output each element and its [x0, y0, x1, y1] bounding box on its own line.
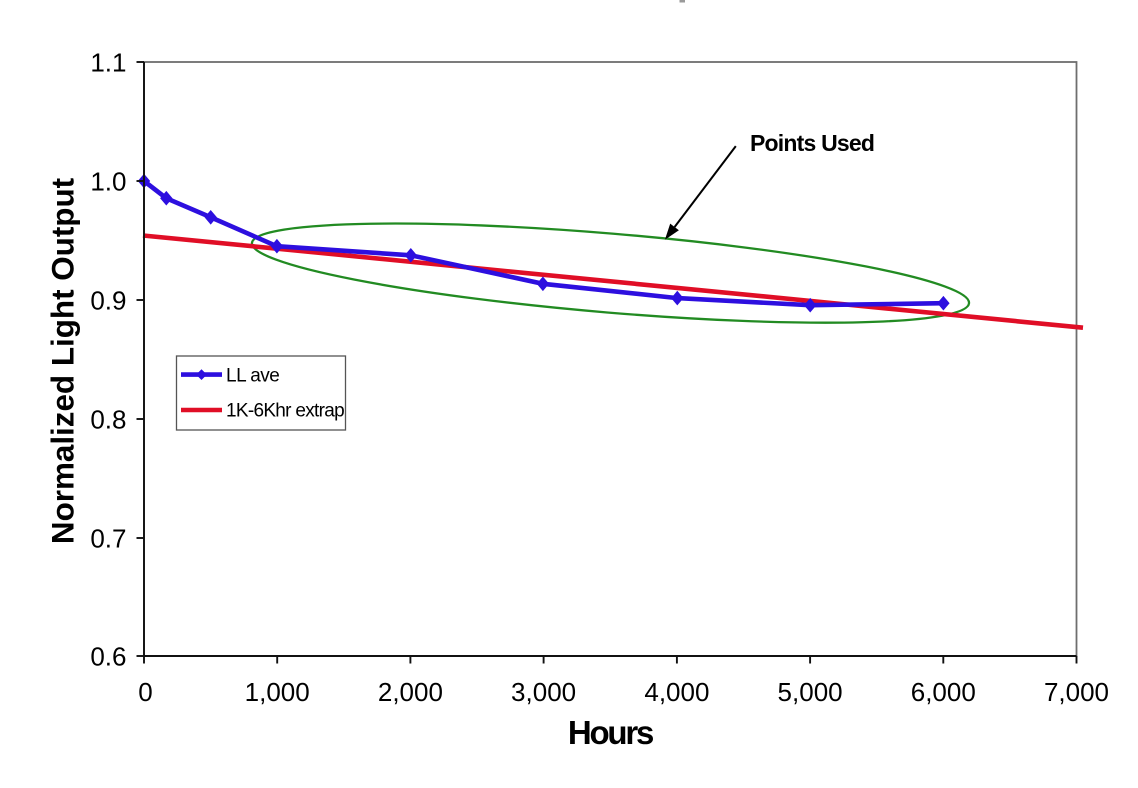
svg-text:LL ave: LL ave: [226, 366, 279, 387]
svg-text:1.1: 1.1: [90, 47, 126, 77]
svg-text:6,000: 6,000: [911, 677, 976, 707]
svg-text:0.6: 0.6: [90, 641, 126, 671]
svg-text:3,000: 3,000: [511, 677, 576, 707]
svg-text:1.0: 1.0: [90, 166, 126, 196]
svg-text:2,000: 2,000: [378, 677, 443, 707]
svg-text:Normalized Light Output: Normalized Light Output: [46, 177, 81, 544]
svg-text:0: 0: [138, 677, 152, 707]
svg-text:1,000: 1,000: [245, 677, 310, 707]
svg-text:0.8: 0.8: [90, 404, 126, 434]
svg-text:0.7: 0.7: [90, 523, 126, 553]
svg-text:7,000: 7,000: [1044, 677, 1109, 707]
svg-text:Points Used: Points Used: [750, 130, 874, 156]
svg-text:0.9: 0.9: [90, 285, 126, 315]
svg-text:1K-6Khr extrap: 1K-6Khr extrap: [226, 401, 344, 422]
svg-text:5,000: 5,000: [778, 677, 843, 707]
svg-text:Hours: Hours: [568, 714, 653, 751]
svg-text:4,000: 4,000: [644, 677, 709, 707]
